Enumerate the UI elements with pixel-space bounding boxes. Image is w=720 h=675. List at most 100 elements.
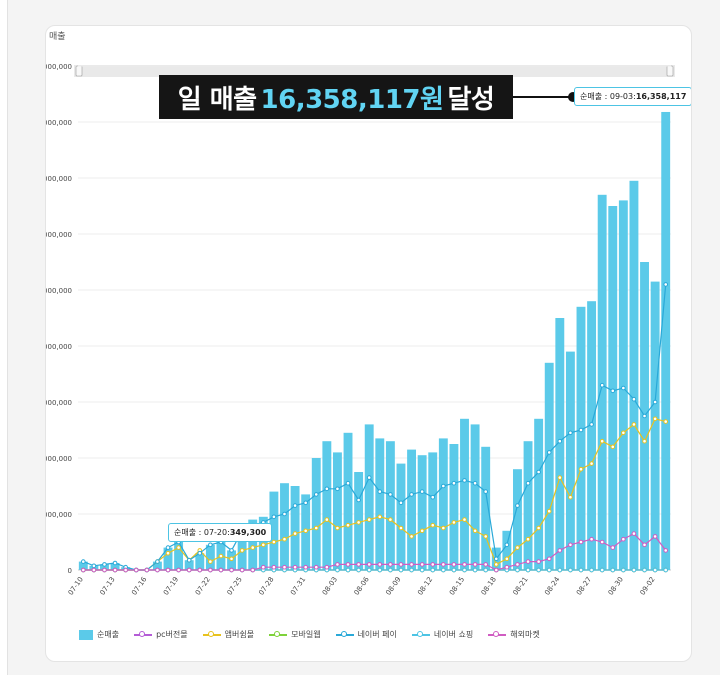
point-5-07-26 bbox=[250, 567, 256, 573]
point-5-08-20 bbox=[515, 562, 520, 567]
legend-swatch-line bbox=[488, 630, 507, 637]
point-3-08-23 bbox=[546, 450, 552, 455]
point-3-08-18 bbox=[493, 556, 499, 562]
point-5-08-23 bbox=[546, 556, 552, 562]
point-3-08-01 bbox=[313, 492, 319, 497]
point-5-07-23 bbox=[218, 567, 224, 573]
legend-item-5[interactable]: 네이버 쇼핑 bbox=[411, 629, 474, 640]
point-5-07-19 bbox=[176, 567, 181, 573]
y-tick-label: 18,000,000 bbox=[46, 63, 72, 71]
callout-line bbox=[513, 96, 573, 98]
x-tick-label: 07-28 bbox=[257, 576, 275, 597]
point-3-08-04 bbox=[345, 480, 351, 486]
point-3-08-28 bbox=[599, 382, 605, 388]
point-5-08-15 bbox=[462, 562, 467, 567]
point-3-08-26 bbox=[578, 427, 584, 433]
tooltip-peak-value: 16,358,117 bbox=[635, 92, 687, 101]
point-4-08-16 bbox=[472, 567, 478, 573]
bar-08-17 bbox=[481, 446, 491, 570]
point-1-07-27 bbox=[261, 542, 266, 548]
bar-07-29 bbox=[280, 483, 289, 570]
headline-suffix: 달성 bbox=[447, 84, 495, 115]
point-3-09-03 bbox=[663, 282, 669, 287]
x-tick-label: 07-22 bbox=[194, 576, 212, 597]
point-4-08-06 bbox=[366, 567, 372, 573]
headline-banner: 일 매출 16,358,117원 달성 bbox=[159, 75, 513, 119]
y-tick-label: 16,000,000 bbox=[46, 119, 72, 127]
bar-08-11 bbox=[417, 455, 427, 570]
legend-label: 네이버 페이 bbox=[357, 630, 397, 639]
bar-07-19 bbox=[174, 542, 184, 570]
point-5-08-02 bbox=[324, 564, 330, 570]
point-1-07-24 bbox=[229, 556, 234, 562]
point-3-08-19 bbox=[504, 542, 510, 548]
point-1-08-04 bbox=[345, 522, 351, 528]
point-3-07-13 bbox=[112, 560, 118, 566]
point-1-08-01 bbox=[313, 525, 319, 531]
bar-08-14 bbox=[449, 444, 459, 570]
legend-item-1[interactable]: pc버전몰 bbox=[134, 629, 188, 640]
point-5-07-10 bbox=[80, 567, 86, 573]
legend-item-3[interactable]: 모바일웹 bbox=[269, 629, 321, 640]
point-3-07-11 bbox=[91, 563, 97, 569]
point-5-07-30 bbox=[292, 564, 298, 570]
bar-08-20 bbox=[513, 469, 522, 570]
point-4-09-01 bbox=[642, 567, 647, 573]
point-4-08-30 bbox=[621, 567, 626, 573]
point-5-07-28 bbox=[271, 564, 277, 570]
bar-07-12 bbox=[100, 564, 109, 570]
point-1-08-14 bbox=[451, 520, 457, 525]
legend-swatch-line bbox=[202, 630, 221, 637]
legend-item-0[interactable]: 순매출 bbox=[79, 629, 119, 640]
point-1-08-30 bbox=[621, 430, 626, 436]
point-1-07-25 bbox=[239, 548, 245, 553]
point-3-07-24 bbox=[229, 548, 234, 553]
point-1-08-13 bbox=[441, 525, 446, 531]
point-3-07-30 bbox=[292, 503, 298, 508]
point-1-08-05 bbox=[356, 520, 361, 525]
card-title: 매출 bbox=[49, 32, 66, 42]
point-3-08-11 bbox=[419, 489, 425, 494]
x-tick-label: 08-18 bbox=[480, 576, 498, 597]
point-1-07-22 bbox=[208, 559, 213, 564]
bar-08-30 bbox=[618, 200, 628, 570]
headline-value: 16,358,117원 bbox=[260, 84, 444, 115]
legend-label: pc버전몰 bbox=[156, 630, 188, 639]
point-4-08-08 bbox=[388, 567, 393, 573]
legend-label: 네이버 쇼핑 bbox=[433, 630, 474, 639]
bar-07-30 bbox=[290, 486, 300, 570]
callout-dot bbox=[568, 92, 578, 102]
point-1-08-16 bbox=[472, 528, 478, 534]
point-4-08-05 bbox=[356, 567, 361, 573]
bar-09-03 bbox=[661, 111, 671, 571]
point-5-08-07 bbox=[377, 562, 383, 567]
point-4-08-26 bbox=[578, 567, 584, 573]
x-tick-label: 08-06 bbox=[353, 575, 372, 597]
bar-08-19 bbox=[502, 530, 512, 570]
x-tick-label: 08-15 bbox=[448, 576, 466, 597]
point-3-08-12 bbox=[430, 494, 436, 500]
legend-item-4[interactable]: 네이버 페이 bbox=[335, 629, 397, 640]
point-1-07-28 bbox=[271, 539, 277, 545]
point-5-07-21 bbox=[197, 567, 203, 573]
point-4-08-04 bbox=[345, 567, 351, 573]
legend-item-6[interactable]: 해외마켓 bbox=[488, 629, 540, 640]
bar-08-03 bbox=[332, 452, 342, 570]
point-1-08-24 bbox=[557, 475, 563, 480]
bar-08-04 bbox=[343, 432, 353, 570]
point-1-08-29 bbox=[610, 444, 616, 450]
legend-item-2[interactable]: 앱버쉼몰 bbox=[202, 629, 254, 640]
point-4-08-11 bbox=[419, 567, 425, 573]
point-1-09-01 bbox=[642, 438, 647, 444]
bar-07-21 bbox=[195, 553, 205, 570]
point-3-08-17 bbox=[483, 489, 488, 494]
y-tick-label: 10,000,000 bbox=[46, 287, 72, 295]
bar-08-12 bbox=[428, 452, 438, 570]
point-5-08-10 bbox=[409, 562, 414, 567]
point-1-08-09 bbox=[398, 525, 404, 531]
point-3-07-29 bbox=[282, 511, 287, 517]
y-tick-label: 14,000,000 bbox=[46, 175, 72, 183]
bar-08-09 bbox=[396, 463, 406, 570]
y-tick-label: 6,000,000 bbox=[46, 399, 72, 407]
legend-label: 순매출 bbox=[97, 630, 120, 639]
